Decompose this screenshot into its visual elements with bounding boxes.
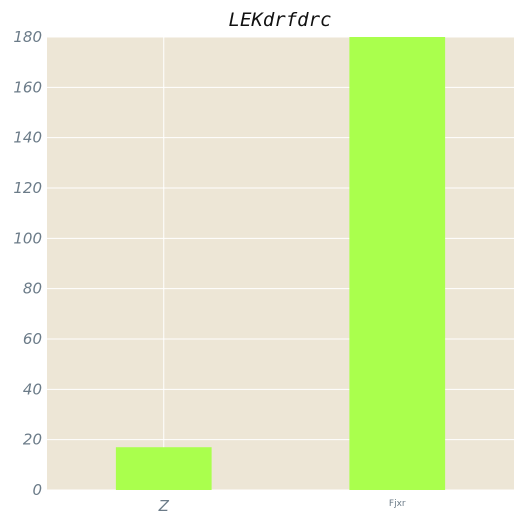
y-tick-label: 0 [32,481,42,499]
y-axis-ticks: 0 20 40 60 80 100 120 140 160 180 [13,28,42,499]
y-tick-label: 20 [23,431,42,449]
x-tick-label: Z [158,497,170,515]
y-tick-label: 100 [13,229,42,247]
y-tick-label: 60 [23,330,42,348]
y-tick-label: 160 [13,78,42,96]
bar-fjxr [349,37,446,490]
x-tick-label: Fjxr [389,499,406,509]
bars [115,37,446,490]
bar-z [115,447,212,490]
y-tick-label: 40 [23,380,42,398]
y-tick-label: 140 [13,129,42,147]
chart-title: LEKdrfdrc [229,9,332,31]
x-axis-ticks: Z Fjxr [158,497,406,515]
y-tick-label: 180 [13,28,42,46]
y-tick-label: 80 [23,280,42,298]
y-tick-label: 120 [13,179,42,197]
